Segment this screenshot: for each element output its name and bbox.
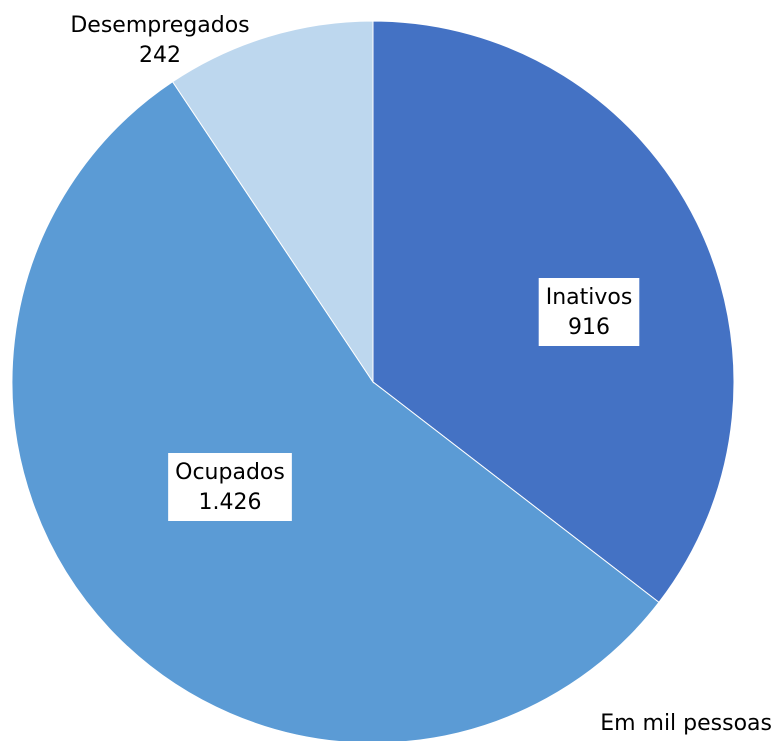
label-box [538,278,640,346]
data-label: Inativos 916 [538,278,640,346]
category-label: Desempregados [70,13,249,38]
data-label: Desempregados 242 [70,13,249,68]
value-label: 1.426 [199,490,262,515]
annotation: Em mil pessoas [600,711,772,736]
category-label: Ocupados [175,460,285,485]
pie-slice [11,81,660,741]
label-box [168,453,292,521]
value-label: 916 [568,315,610,340]
category-label: Inativos [546,285,633,310]
value-label: 242 [139,43,181,68]
data-label: Ocupados 1.426 [168,453,292,521]
pie-slice [171,20,374,384]
